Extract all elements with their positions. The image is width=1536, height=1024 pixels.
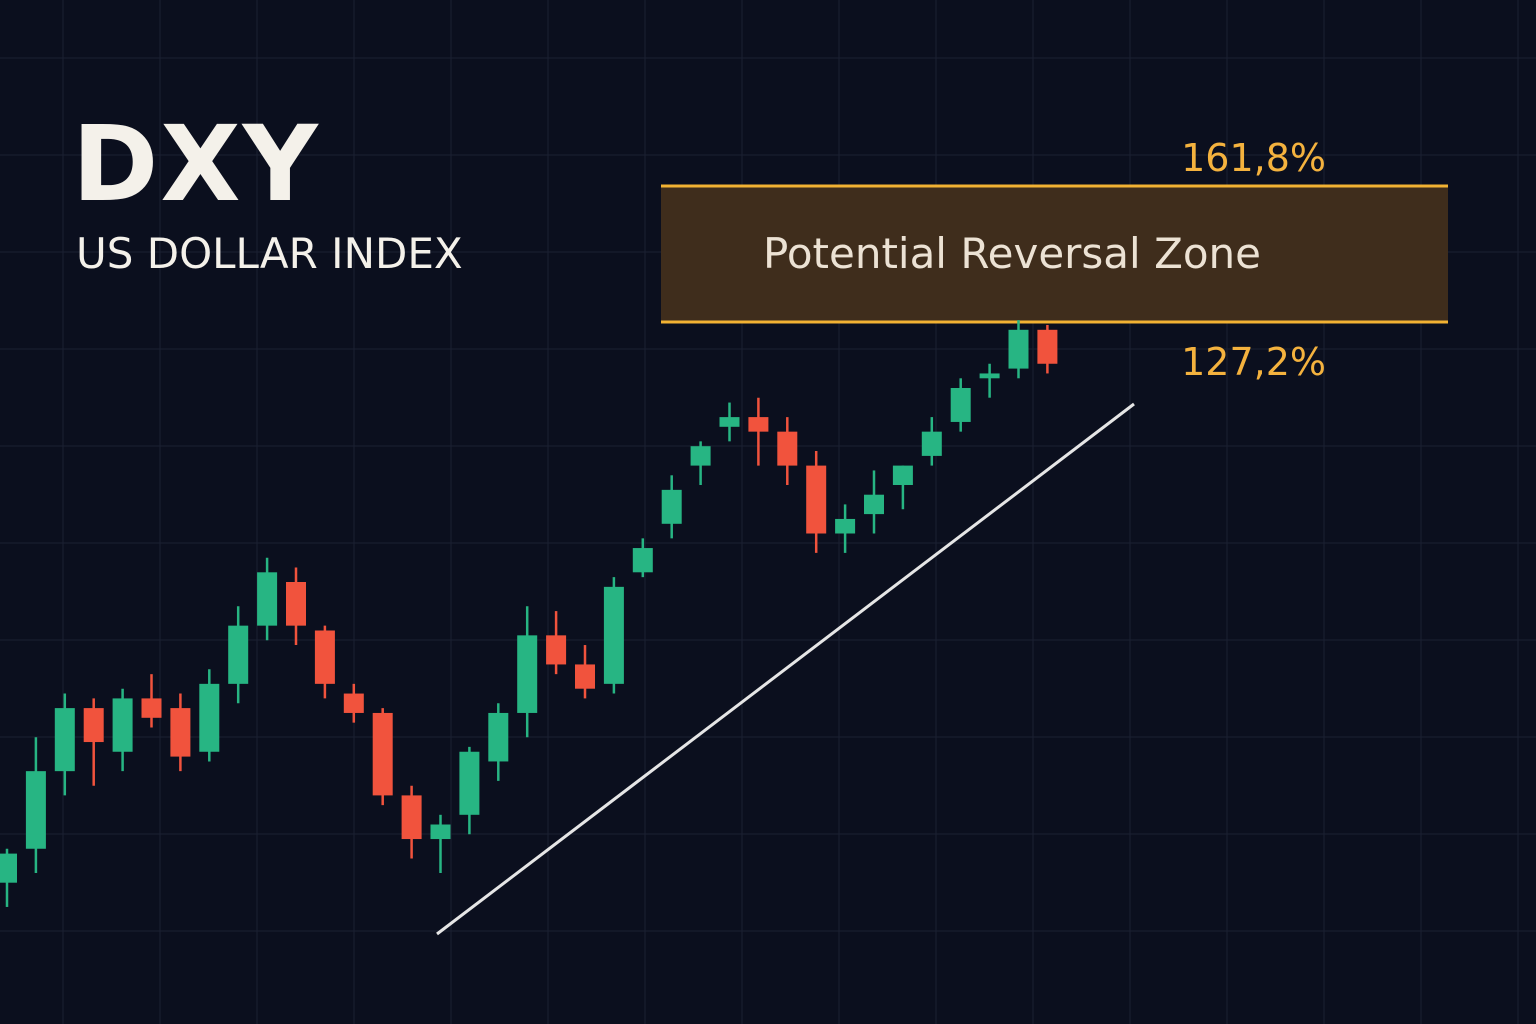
candles — [0, 320, 1058, 907]
candle-bullish — [25, 737, 46, 873]
candle-bearish — [806, 451, 827, 553]
candle-bullish — [950, 378, 971, 432]
candle-body — [1008, 329, 1029, 369]
candle-bullish — [228, 606, 249, 704]
candle-body — [430, 824, 451, 840]
candle-body — [228, 625, 249, 684]
candle-bearish — [575, 645, 595, 699]
candle-bearish — [372, 708, 393, 806]
candle-bearish — [83, 698, 104, 786]
trendline — [436, 402, 1135, 936]
candle-body — [459, 751, 480, 815]
candle-bearish — [401, 785, 422, 859]
candle-body — [488, 712, 509, 762]
candle-body — [777, 431, 798, 466]
candle-bullish — [430, 814, 451, 873]
candle-body — [632, 548, 653, 573]
candle-body — [343, 693, 364, 713]
candle-body — [864, 494, 884, 515]
candle-bullish — [517, 606, 538, 738]
candle-bullish — [0, 848, 17, 907]
candle-bullish — [661, 475, 682, 539]
candle-bearish — [141, 674, 162, 728]
candle-body — [372, 712, 393, 796]
candle-bullish — [1008, 320, 1029, 379]
candle-body — [892, 465, 913, 485]
candle-bullish — [690, 441, 711, 485]
candle-bearish — [777, 417, 798, 485]
candle-body — [517, 635, 538, 713]
candle-body — [401, 795, 422, 840]
candle-body — [806, 465, 827, 534]
candle-bullish — [257, 557, 278, 641]
candle-body — [950, 388, 971, 422]
candle-body — [83, 708, 104, 743]
candle-bullish — [719, 402, 740, 442]
candle-body — [0, 853, 17, 883]
reversal-zone: Potential Reversal Zone 161,8% 127,2% — [661, 136, 1448, 384]
candle-bearish — [343, 683, 364, 723]
candle-body — [199, 683, 220, 752]
candle-bearish — [546, 611, 567, 675]
candle-body — [286, 582, 306, 626]
candle-bullish — [632, 538, 653, 578]
candle-body — [1037, 329, 1058, 364]
candle-body — [314, 630, 335, 684]
candle-body — [719, 417, 740, 427]
candle-body — [748, 417, 769, 432]
reversal-zone-box — [661, 186, 1448, 322]
candle-body — [141, 698, 162, 718]
candle-body — [575, 664, 595, 689]
candle-bullish — [603, 577, 624, 694]
candle-body — [112, 698, 133, 752]
candle-body — [257, 572, 278, 626]
fib-upper-label: 161,8% — [1181, 136, 1326, 180]
candle-bullish — [864, 470, 884, 534]
candle-body — [921, 431, 942, 456]
candle-body — [54, 708, 75, 772]
page-title: DXY — [72, 103, 320, 225]
candle-bearish — [170, 693, 191, 772]
candle-bullish — [979, 363, 1000, 398]
candle-bearish — [1037, 324, 1058, 374]
candle-bullish — [112, 688, 133, 772]
candle-bullish — [199, 669, 220, 762]
candle-body — [661, 489, 682, 524]
candle-bullish — [488, 703, 509, 781]
candle-body — [979, 373, 1000, 379]
candle-body — [546, 635, 567, 665]
candle-body — [25, 771, 46, 849]
candle-bullish — [835, 504, 856, 553]
candle-bullish — [54, 693, 75, 796]
candle-body — [170, 708, 191, 757]
candle-bearish — [748, 397, 769, 466]
page-subtitle: US DOLLAR INDEX — [76, 229, 463, 278]
candle-bullish — [921, 417, 942, 466]
candle-bearish — [286, 567, 306, 646]
candle-bearish — [314, 625, 335, 699]
candle-body — [690, 446, 711, 466]
candle-bullish — [892, 465, 913, 510]
candle-body — [603, 586, 624, 684]
candle-bullish — [459, 746, 480, 835]
reversal-zone-label: Potential Reversal Zone — [763, 229, 1261, 278]
candle-body — [835, 518, 856, 534]
fib-lower-label: 127,2% — [1181, 340, 1326, 384]
